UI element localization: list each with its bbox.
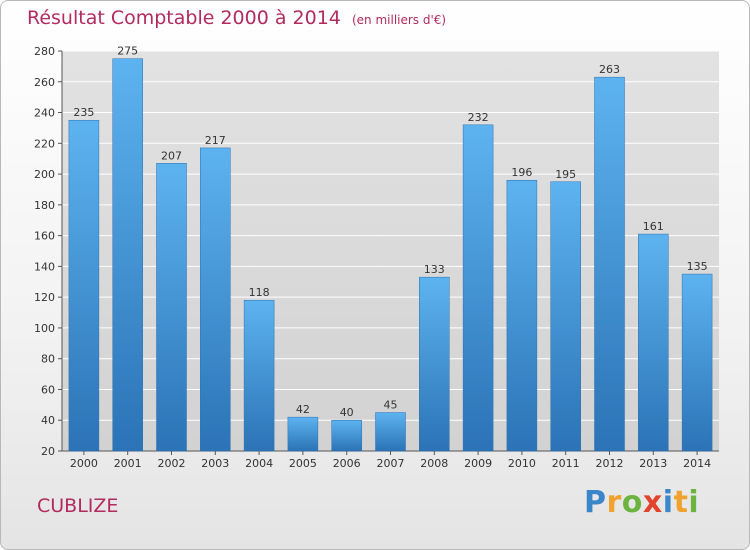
y-tick-label: 40	[41, 414, 55, 427]
logo-letter: i	[688, 485, 700, 520]
bar-value-label: 235	[73, 106, 94, 119]
bar-value-label: 161	[643, 220, 664, 233]
x-tick-label: 2003	[201, 457, 229, 470]
bar	[112, 58, 143, 452]
y-tick-label: 280	[34, 45, 55, 58]
y-tick-label: 260	[34, 76, 55, 89]
x-tick-label: 2012	[596, 457, 624, 470]
bar	[681, 273, 713, 452]
y-tick-label: 80	[41, 353, 55, 366]
y-tick-label: 180	[34, 199, 55, 212]
x-tick-label: 2011	[552, 457, 580, 470]
bar	[287, 416, 319, 452]
bar-value-label: 135	[687, 260, 708, 273]
bar	[200, 147, 231, 452]
bar	[550, 181, 581, 452]
bar-value-label: 195	[555, 168, 576, 181]
bar	[331, 419, 362, 452]
y-tick-label: 20	[41, 445, 55, 458]
y-tick-label: 60	[41, 383, 55, 396]
logo-letter: P	[584, 485, 607, 520]
x-tick-label: 2005	[289, 457, 317, 470]
bar	[156, 163, 187, 452]
x-tick-label: 2009	[464, 457, 492, 470]
x-tick-label: 2013	[639, 457, 667, 470]
chart-subtitle: (en milliers d'€)	[351, 13, 447, 27]
y-tick-label: 160	[34, 230, 55, 243]
place-name: CUBLIZE	[37, 495, 119, 517]
logo-letter: t	[673, 485, 689, 520]
bar-value-label: 263	[599, 63, 620, 76]
y-tick-label: 120	[34, 291, 55, 304]
bar-value-label: 275	[117, 45, 138, 58]
logo-letter: r	[606, 485, 622, 520]
bar	[375, 412, 406, 452]
logo-letter: o	[621, 485, 643, 520]
x-tick-label: 2010	[508, 457, 536, 470]
logo-letter: i	[662, 485, 674, 520]
y-tick-label: 100	[34, 322, 55, 335]
proxiti-logo: Proxiti	[584, 485, 699, 520]
bar-value-label: 118	[249, 286, 270, 299]
x-tick-label: 2000	[70, 457, 98, 470]
bar	[68, 119, 100, 452]
bar-value-label: 133	[424, 263, 445, 276]
x-tick-label: 2014	[683, 457, 711, 470]
bar	[462, 124, 494, 452]
bar	[243, 299, 275, 452]
y-tick-label: 140	[34, 260, 55, 273]
logo-letter: x	[642, 485, 663, 520]
bar	[506, 179, 538, 452]
x-tick-label: 2001	[114, 457, 142, 470]
bar-value-label: 232	[468, 111, 489, 124]
x-tick-label: 2008	[420, 457, 448, 470]
x-tick-label: 2007	[377, 457, 405, 470]
x-tick-label: 2006	[333, 457, 361, 470]
x-tick-label: 2004	[245, 457, 273, 470]
y-tick-label: 220	[34, 137, 55, 150]
x-tick-label: 2002	[158, 457, 186, 470]
bar	[594, 76, 625, 452]
bar	[638, 233, 669, 452]
bar-value-label: 196	[511, 166, 532, 179]
bar-value-label: 207	[161, 149, 182, 162]
chart-title-block: Résultat Comptable 2000 à 2014 (en milli…	[27, 7, 446, 29]
y-tick-label: 240	[34, 107, 55, 120]
bar-value-label: 217	[205, 134, 226, 147]
chart-title: Résultat Comptable 2000 à 2014	[27, 7, 341, 29]
y-tick-label: 200	[34, 168, 55, 181]
bar	[419, 276, 450, 452]
bar-value-label: 40	[340, 406, 354, 419]
bar-value-label: 45	[384, 399, 398, 412]
bar-value-label: 42	[296, 403, 310, 416]
